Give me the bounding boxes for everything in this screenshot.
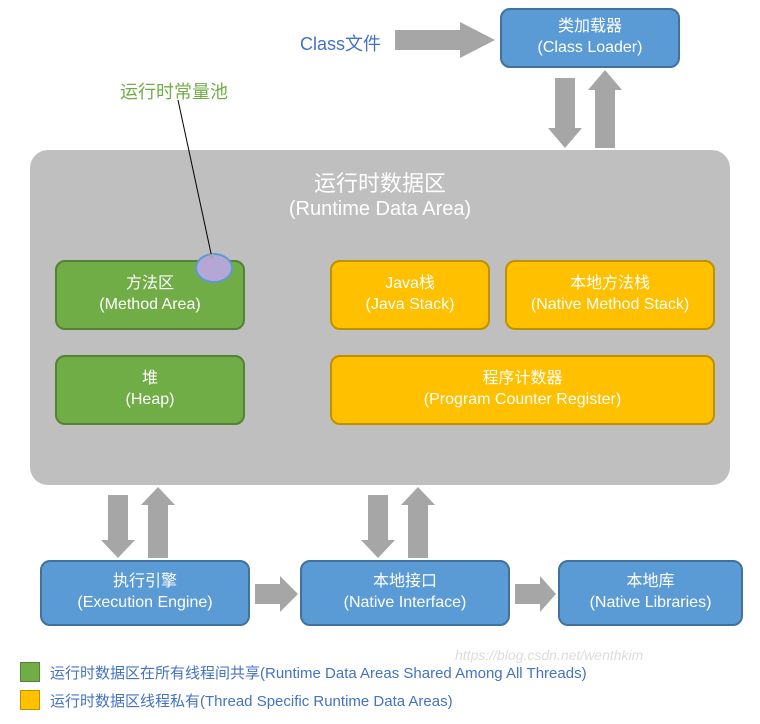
- exec-engine-cn: 执行引擎: [113, 572, 177, 593]
- java-stack-cn: Java栈: [385, 274, 435, 295]
- java-stack-box: Java栈 (Java Stack): [330, 260, 490, 330]
- watermark-text: https://blog.csdn.net/wenthkim: [455, 647, 643, 663]
- native-interface-en: (Native Interface): [344, 593, 467, 614]
- native-libs-cn: 本地库: [626, 572, 674, 593]
- legend-square-private: [20, 690, 40, 710]
- native-libs-en: (Native Libraries): [590, 593, 712, 614]
- runtime-area-title-en: (Runtime Data Area): [30, 198, 730, 221]
- pc-register-box: 程序计数器 (Program Counter Register): [330, 355, 715, 425]
- class-loader-en: (Class Loader): [538, 38, 643, 59]
- native-interface-box: 本地接口 (Native Interface): [300, 560, 510, 626]
- pc-register-en: (Program Counter Register): [424, 390, 621, 411]
- method-area-cn: 方法区: [126, 274, 174, 295]
- heap-en: (Heap): [126, 390, 175, 411]
- runtime-constant-pool-label: 运行时常量池: [120, 78, 228, 104]
- java-stack-en: (Java Stack): [366, 295, 455, 316]
- runtime-area-title-cn: 运行时数据区: [30, 166, 730, 198]
- exec-engine-en: (Execution Engine): [77, 593, 212, 614]
- native-libraries-box: 本地库 (Native Libraries): [558, 560, 743, 626]
- method-area-en: (Method Area): [99, 295, 200, 316]
- legend-private-text: 运行时数据区线程私有(Thread Specific Runtime Data …: [50, 690, 453, 711]
- pc-register-cn: 程序计数器: [482, 369, 562, 390]
- native-stack-en: (Native Method Stack): [531, 295, 689, 316]
- class-file-label: Class文件: [300, 30, 381, 56]
- legend-square-shared: [20, 662, 40, 682]
- heap-box: 堆 (Heap): [55, 355, 245, 425]
- native-method-stack-box: 本地方法栈 (Native Method Stack): [505, 260, 715, 330]
- execution-engine-box: 执行引擎 (Execution Engine): [40, 560, 250, 626]
- constant-pool-circle: [195, 253, 233, 283]
- native-interface-cn: 本地接口: [373, 572, 437, 593]
- heap-cn: 堆: [142, 369, 158, 390]
- class-loader-cn: 类加载器: [558, 17, 622, 38]
- native-stack-cn: 本地方法栈: [570, 274, 650, 295]
- class-loader-box: 类加载器 (Class Loader): [500, 8, 680, 68]
- legend-shared-text: 运行时数据区在所有线程间共享(Runtime Data Areas Shared…: [50, 662, 587, 683]
